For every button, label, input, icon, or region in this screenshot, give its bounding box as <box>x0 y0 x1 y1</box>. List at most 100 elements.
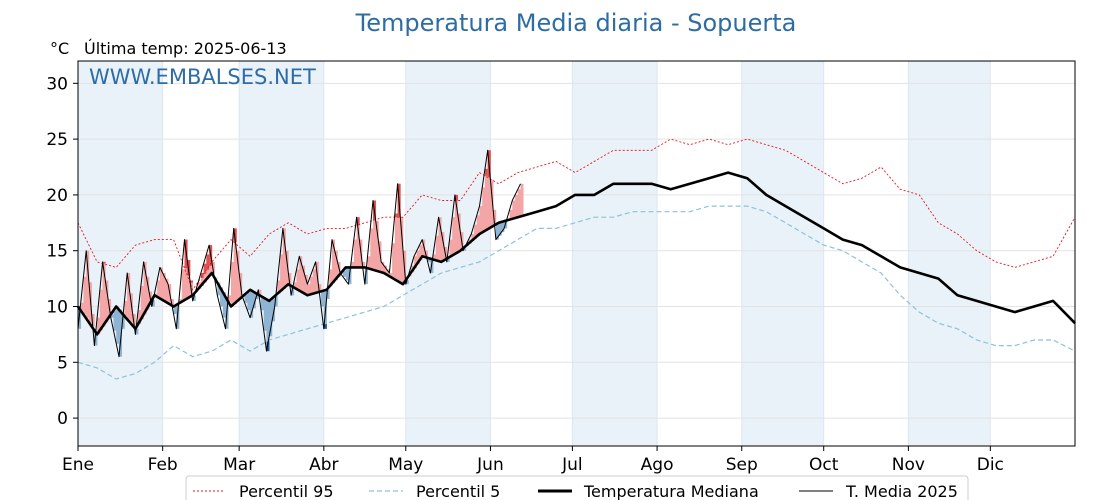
above-median-fill <box>127 273 131 320</box>
below-median-fill <box>446 258 450 262</box>
above-median-fill <box>80 302 84 311</box>
above-median-fill <box>482 187 486 233</box>
month-band <box>741 61 824 446</box>
above-median-fill <box>373 200 377 270</box>
above-median-fill <box>515 194 519 219</box>
above-median-fill <box>441 232 445 262</box>
above-median-fill <box>332 239 336 284</box>
above-median-fill <box>181 269 185 302</box>
above-median-fill <box>400 217 404 283</box>
above-median-fill <box>102 261 106 327</box>
above-p95-fill <box>356 217 360 226</box>
below-median-fill <box>244 294 248 303</box>
below-median-fill <box>266 299 270 352</box>
above-median-fill <box>493 209 497 226</box>
below-median-fill <box>263 297 267 331</box>
below-median-fill <box>463 248 467 251</box>
above-median-fill <box>200 273 204 286</box>
below-median-fill <box>342 270 346 277</box>
month-band <box>572 61 658 446</box>
month-band <box>78 61 163 446</box>
above-median-fill <box>159 267 163 299</box>
above-median-fill <box>433 254 437 260</box>
above-median-fill <box>310 276 314 295</box>
above-median-fill <box>356 217 360 268</box>
below-median-fill <box>271 298 275 322</box>
x-axis: Ene Feb Mar Abr May Jun Jul Ago Sep Oct Nov Dic <box>62 446 1004 475</box>
above-median-fill <box>187 260 191 299</box>
y-tick-label: 10 <box>46 298 68 318</box>
month-band <box>908 61 991 446</box>
above-median-fill <box>304 274 308 294</box>
above-median-fill <box>512 200 516 219</box>
below-median-fill <box>110 314 114 318</box>
series-line-median <box>76 171 1076 336</box>
above-median-fill <box>299 256 303 291</box>
below-median-fill <box>498 222 502 236</box>
above-median-fill <box>86 250 90 319</box>
above-median-fill <box>318 284 322 293</box>
above-median-fill <box>381 261 385 273</box>
below-median-fill <box>135 328 139 335</box>
below-median-fill <box>326 289 330 300</box>
above-median-fill <box>474 224 478 239</box>
above-median-fill <box>487 150 491 230</box>
above-p95-fill <box>233 228 237 242</box>
above-median-fill <box>452 217 456 256</box>
series-lines <box>76 138 1076 380</box>
x-tick-label: Jun <box>476 455 504 475</box>
above-median-fill <box>258 289 262 295</box>
above-median-fill <box>97 317 101 335</box>
above-p95-fill <box>454 194 458 201</box>
above-median-fill <box>154 293 158 296</box>
above-median-fill <box>124 300 128 317</box>
above-median-fill <box>91 313 95 327</box>
below-p5-fill <box>266 341 270 352</box>
above-median-fill <box>367 256 371 269</box>
above-median-fill <box>293 282 297 288</box>
above-median-fill <box>280 254 284 292</box>
month-band <box>239 61 324 446</box>
below-median-fill <box>321 291 325 307</box>
above-median-fill <box>211 261 215 274</box>
below-median-fill <box>345 267 349 281</box>
series-line-p95 <box>77 138 1076 291</box>
x-tick-label: Abr <box>309 455 338 475</box>
below-median-fill <box>151 300 155 307</box>
legend-label-p95: Percentil 95 <box>239 482 334 500</box>
plot-frame <box>77 60 1076 447</box>
x-tick-label: Jul <box>561 455 583 475</box>
above-median-fill <box>334 250 338 281</box>
watermark: WWW.EMBALSES.NET <box>89 65 316 89</box>
below-median-fill <box>192 295 196 301</box>
above-p95-fill <box>187 260 191 276</box>
below-median-fill <box>261 296 265 311</box>
below-median-fill <box>364 267 368 285</box>
above-median-fill <box>362 261 366 268</box>
above-p95-fill <box>200 273 204 278</box>
below-median-fill <box>348 267 352 285</box>
y-tick-label: 25 <box>46 130 68 150</box>
above-median-fill <box>83 276 87 315</box>
above-median-fill <box>479 206 483 234</box>
above-median-fill <box>233 228 237 305</box>
x-tick-label: May <box>388 455 423 475</box>
above-median-fill <box>424 250 428 258</box>
above-median-fill <box>329 269 333 287</box>
legend-label-t2025: T. Media 2025 <box>845 482 958 500</box>
below-median-fill <box>217 282 221 296</box>
series-line-p5 <box>77 205 1076 380</box>
above-median-fill <box>277 280 281 294</box>
x-tick-label: Oct <box>809 455 839 475</box>
y-tick-label: 20 <box>46 186 68 206</box>
above-median-fill <box>236 250 240 302</box>
above-p95-fill <box>394 213 398 218</box>
above-median-fill <box>435 235 439 261</box>
above-median-fill <box>397 183 401 281</box>
above-p95-fill <box>102 261 106 264</box>
legend: Percentil 95 Percentil 5 Temperatura Med… <box>185 475 969 500</box>
above-median-fill <box>457 213 461 253</box>
x-tick-label: Dic <box>977 455 1004 475</box>
below-median-fill <box>501 222 505 233</box>
